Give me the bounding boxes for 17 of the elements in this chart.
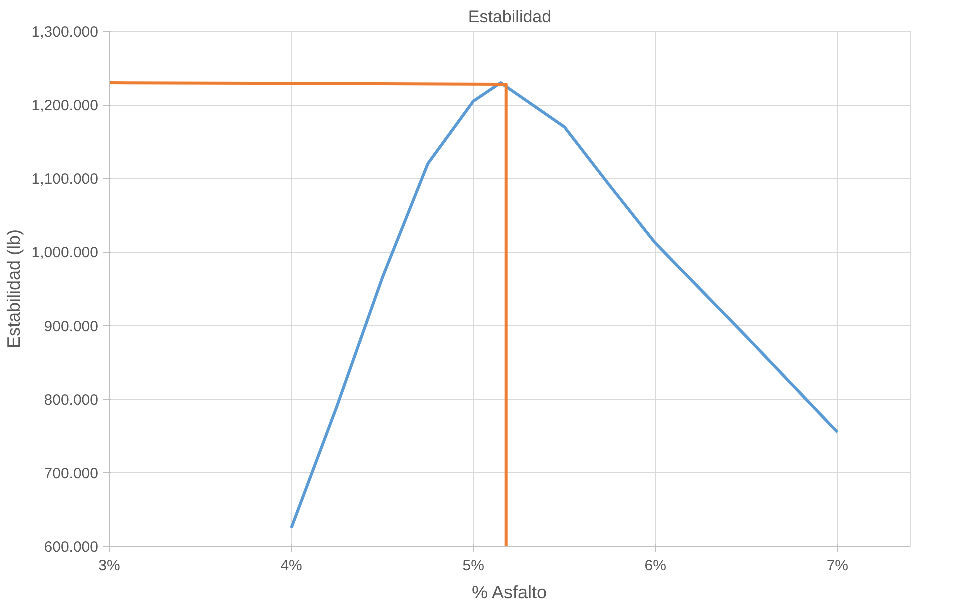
y-tick-label: 900.000 xyxy=(44,318,99,336)
y-tick-label: 800.000 xyxy=(44,392,99,409)
x-tick-label: 6% xyxy=(644,558,666,574)
y-tick-label: 1,200.000 xyxy=(32,98,99,115)
y-tick-label: 700.000 xyxy=(44,465,99,482)
x-axis-title: % Asfalto xyxy=(472,582,548,602)
line-series xyxy=(290,82,840,530)
y-tick-label: 1,000.000 xyxy=(32,244,99,262)
x-tick-label: 3% xyxy=(98,558,120,574)
x-tick-label: 7% xyxy=(826,558,849,574)
x-tick-label: 4% xyxy=(280,558,302,574)
x-tick-label: 5% xyxy=(462,558,484,574)
chart-title: Estabilidad xyxy=(468,8,552,26)
y-tick-label: 1,300.000 xyxy=(32,24,99,41)
y-tick-label: 1,100.000 xyxy=(32,171,99,188)
y-tick-label: 600.000 xyxy=(44,539,99,556)
y-axis-title: Estabilidad (lb) xyxy=(4,229,24,349)
